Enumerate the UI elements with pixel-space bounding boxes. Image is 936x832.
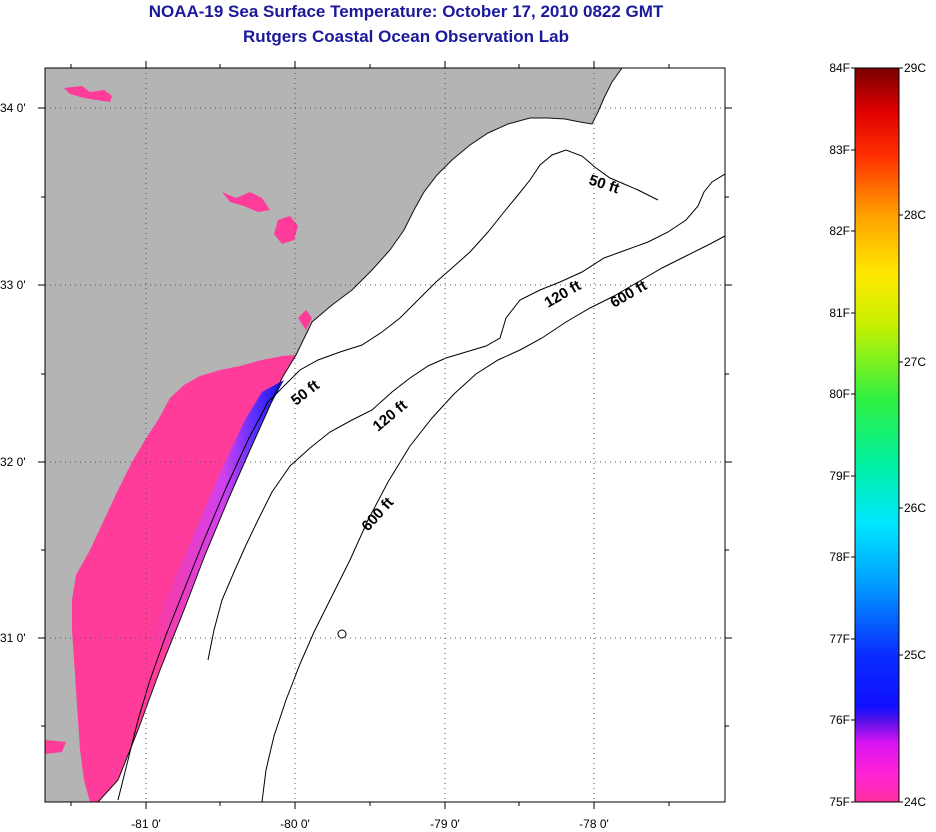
colorbar-ticks bbox=[851, 67, 903, 803]
lon-label-80: -80 0' bbox=[280, 817, 310, 831]
map-title: NOAA-19 Sea Surface Temperature: October… bbox=[148, 2, 664, 21]
colorbar-f-label: 75F bbox=[829, 795, 850, 809]
colorbar-f-label: 81F bbox=[829, 306, 850, 320]
colorbar-f-label: 78F bbox=[829, 550, 850, 564]
land-mass bbox=[45, 68, 622, 802]
colorbar-c-label: 29C bbox=[904, 61, 926, 75]
colorbar-f-label: 83F bbox=[829, 143, 850, 157]
map-subtitle: Rutgers Coastal Ocean Observation Lab bbox=[243, 27, 569, 46]
lat-label-34: 34 0' bbox=[0, 101, 26, 115]
graticule bbox=[45, 68, 725, 802]
lake-patch bbox=[64, 86, 112, 102]
colorbar-c-label: 26C bbox=[904, 501, 926, 515]
lake-patch bbox=[45, 740, 66, 754]
seamount-contour bbox=[337, 629, 347, 639]
lat-label-32: 32 0' bbox=[0, 455, 26, 469]
colorbar-f-label: 80F bbox=[829, 387, 850, 401]
lat-label-31: 31 0' bbox=[0, 631, 26, 645]
contour-50ft bbox=[117, 149, 659, 801]
colorbar-f-label: 84F bbox=[829, 61, 850, 75]
coastline-north bbox=[295, 68, 623, 356]
map-ticks bbox=[38, 61, 732, 809]
contour-600ft bbox=[261, 235, 725, 802]
colorbar-f-label: 79F bbox=[829, 469, 850, 483]
colorbar-c-label: 28C bbox=[904, 208, 926, 222]
lake-patch bbox=[298, 310, 312, 330]
colorbar-f-label: 76F bbox=[829, 713, 850, 727]
contour-120ft bbox=[207, 173, 725, 661]
lake-patch bbox=[274, 216, 298, 244]
map-frame bbox=[44, 67, 726, 803]
colorbar-f-label: 82F bbox=[829, 224, 850, 238]
lon-label-81: -81 0' bbox=[131, 817, 161, 831]
colorbar-f-label: 77F bbox=[829, 632, 850, 646]
colorbar-c-label: 27C bbox=[904, 355, 926, 369]
colorbar bbox=[854, 67, 900, 803]
sst-swath-cold-band bbox=[150, 380, 284, 650]
colorbar-c-label: 24C bbox=[904, 795, 926, 809]
lake-patch bbox=[222, 192, 270, 212]
colorbar-c-label: 25C bbox=[904, 648, 926, 662]
lon-label-79: -79 0' bbox=[430, 817, 460, 831]
lon-label-78: -78 0' bbox=[579, 817, 609, 831]
lat-label-33: 33 0' bbox=[0, 278, 26, 292]
